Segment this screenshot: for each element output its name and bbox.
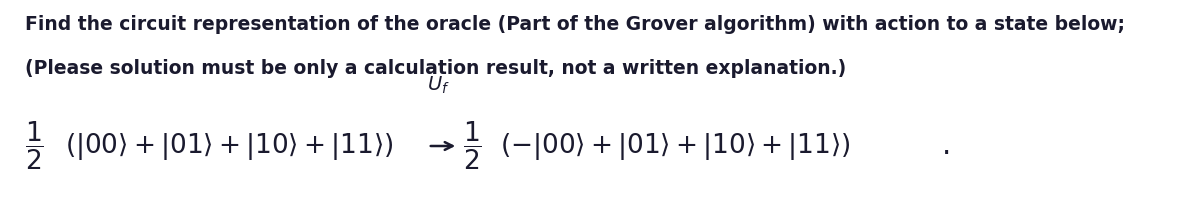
Text: $U_f$: $U_f$ bbox=[426, 75, 449, 96]
Text: Find the circuit representation of the oracle (Part of the Grover algorithm) wit: Find the circuit representation of the o… bbox=[25, 15, 1126, 33]
Text: (Please solution must be only a calculation result, not a written explanation.): (Please solution must be only a calculat… bbox=[25, 58, 846, 77]
Text: $(|00\rangle + |01\rangle + |10\rangle + |11\rangle)$: $(|00\rangle + |01\rangle + |10\rangle +… bbox=[66, 130, 394, 162]
Text: $\dfrac{1}{2}$: $\dfrac{1}{2}$ bbox=[463, 120, 482, 172]
Text: $.$: $.$ bbox=[941, 132, 949, 160]
Text: $(-|00\rangle + |01\rangle + |10\rangle + |11\rangle)$: $(-|00\rangle + |01\rangle + |10\rangle … bbox=[500, 130, 851, 162]
Text: $\dfrac{1}{2}$: $\dfrac{1}{2}$ bbox=[25, 120, 44, 172]
